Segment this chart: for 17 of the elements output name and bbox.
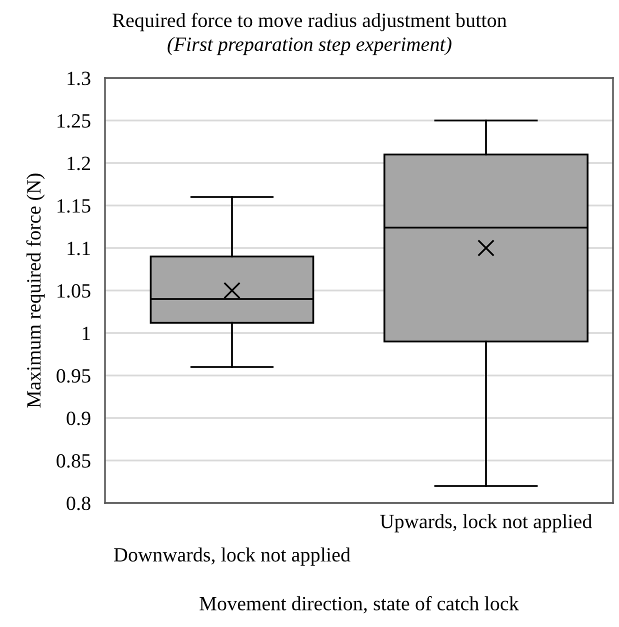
x-axis-title: Movement direction, state of catch lock [200,596,519,614]
y-tick-label: 1.1 [68,242,90,256]
y-tick-label: 1.15 [58,199,90,213]
y-tick-label: 1.05 [58,284,90,298]
y-tick-label: 0.85 [56,454,90,468]
y-tick-label: 0.8 [66,496,90,510]
x-tick-label: Downwards, lock not applied [114,547,350,566]
y-tick-label: 1 [82,326,90,340]
y-tick-label: 1.25 [58,114,90,128]
chart-title: Required force to move radius adjustment button [112,12,507,32]
y-tick-label: 0.95 [56,369,90,383]
y-tick-label: 0.9 [66,412,90,426]
x-tick-label: Upwards, lock not applied [380,514,592,532]
y-tick-label: 1.2 [68,156,90,170]
chart-subtitle: (First preparation step experiment) [168,36,452,56]
y-axis-title: Maximum required force (N) [26,174,45,408]
y-tick-label: 1.3 [68,72,90,86]
